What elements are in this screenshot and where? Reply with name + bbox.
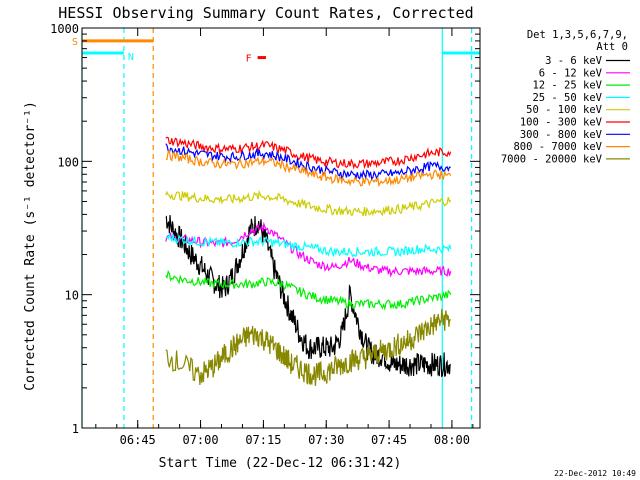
series-line-1 — [165, 221, 452, 278]
x-axis: 06:45 07:00 07:15 07:30 07:45 08:00 — [95, 28, 474, 447]
y-tick-label-2: 100 — [57, 155, 79, 169]
legend-label-1: 6 - 12 keV — [539, 67, 603, 79]
flare-label: F — [246, 54, 252, 65]
legend-label-7: 800 - 7000 keV — [513, 141, 602, 153]
footer-timestamp: 22-Dec-2012 10:49 — [554, 469, 636, 478]
y-axis: 1 10 100 1000 — [50, 22, 480, 436]
legend-label-8: 7000 - 20000 keV — [501, 153, 603, 165]
legend-label-4: 50 - 100 keV — [526, 104, 603, 116]
series-line-2 — [165, 269, 452, 311]
series-line-0 — [165, 215, 451, 378]
legend-header-line-1: Det 1,3,5,6,7,9, — [527, 29, 628, 41]
series-line-4 — [165, 189, 452, 217]
legend-label-0: 3 - 6 keV — [545, 55, 603, 67]
plot-area: S N F — [72, 28, 480, 428]
x-tick-label-5: 08:00 — [434, 433, 470, 447]
series-line-7 — [165, 150, 452, 188]
legend-label-2: 12 - 25 keV — [532, 80, 602, 92]
plot-frame — [81, 27, 481, 429]
x-tick-label-4: 07:45 — [371, 433, 407, 447]
x-axis-label: Start Time (22-Dec-12 06:31:42) — [159, 456, 402, 471]
series-line-6 — [165, 143, 451, 181]
y-tick-label-3: 1000 — [50, 22, 79, 36]
y-axis-label: Corrected Count Rate (s⁻¹ detector⁻¹) — [23, 101, 38, 391]
legend-label-5: 100 - 300 keV — [520, 117, 603, 129]
x-tick-label-2: 07:15 — [245, 433, 281, 447]
x-tick-label-0: 06:45 — [120, 433, 156, 447]
chart-title: HESSI Observing Summary Count Rates, Cor… — [58, 4, 473, 22]
series-line-3 — [165, 232, 452, 258]
series-line-8 — [165, 308, 452, 387]
state-label-s: S — [72, 37, 78, 48]
x-tick-label-3: 07:30 — [308, 433, 344, 447]
legend-header-line-2: Att 0 — [596, 41, 628, 53]
x-tick-label-1: 07:00 — [182, 433, 218, 447]
state-label-n: N — [128, 52, 134, 63]
y-tick-label-1: 10 — [65, 289, 79, 303]
y-tick-label-0: 1 — [72, 422, 79, 436]
legend-label-3: 25 - 50 keV — [532, 92, 602, 104]
legend-label-6: 300 - 800 keV — [520, 129, 603, 141]
